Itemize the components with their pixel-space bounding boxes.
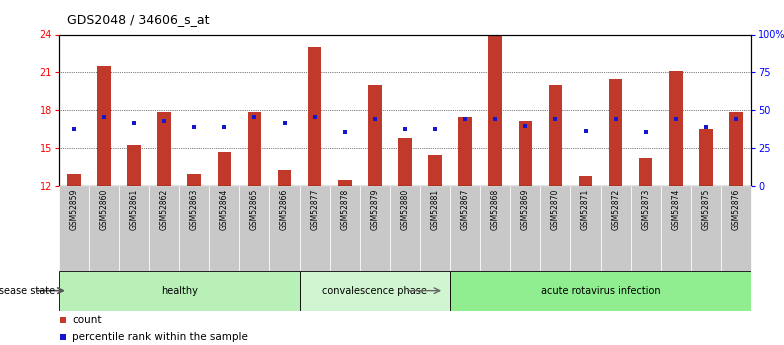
Text: healthy: healthy (161, 286, 198, 296)
Bar (729, 112, 742, 186)
Bar (368, 85, 382, 186)
Text: GSM52877: GSM52877 (310, 189, 319, 230)
Bar (299, 186, 330, 271)
Bar (639, 158, 652, 186)
Bar (661, 186, 691, 271)
Bar (488, 33, 502, 186)
Bar (579, 176, 592, 186)
Bar (248, 112, 261, 186)
Text: GSM52880: GSM52880 (401, 189, 409, 230)
Text: GSM52870: GSM52870 (551, 189, 560, 230)
Bar (97, 66, 111, 186)
Text: GSM52874: GSM52874 (671, 189, 681, 230)
Bar (721, 186, 751, 271)
Bar (669, 71, 683, 186)
Text: GSM52866: GSM52866 (280, 189, 289, 230)
Bar (450, 271, 751, 310)
Text: GSM52862: GSM52862 (160, 189, 169, 230)
Bar (540, 186, 571, 271)
Bar (360, 186, 390, 271)
Bar (67, 174, 81, 186)
Text: percentile rank within the sample: percentile rank within the sample (72, 333, 248, 342)
Bar (158, 112, 171, 186)
Bar (338, 180, 351, 186)
Bar (571, 186, 601, 271)
Bar (119, 186, 149, 271)
Text: GDS2048 / 34606_s_at: GDS2048 / 34606_s_at (67, 13, 209, 26)
Bar (270, 186, 299, 271)
Bar (428, 155, 442, 186)
Bar (187, 174, 201, 186)
Bar (480, 186, 510, 271)
Bar (609, 79, 622, 186)
Bar (149, 186, 180, 271)
Bar (398, 138, 412, 186)
Bar (59, 186, 89, 271)
Bar (699, 129, 713, 186)
Bar (278, 170, 292, 186)
Text: GSM52875: GSM52875 (702, 189, 710, 230)
Bar (180, 186, 209, 271)
Bar (239, 186, 270, 271)
Bar (218, 152, 231, 186)
Bar (549, 85, 562, 186)
Bar (209, 186, 239, 271)
Text: GSM52863: GSM52863 (190, 189, 199, 230)
Text: GSM52878: GSM52878 (340, 189, 349, 230)
Bar (450, 186, 480, 271)
Text: GSM52881: GSM52881 (430, 189, 440, 230)
Text: GSM52868: GSM52868 (491, 189, 499, 230)
Bar (420, 186, 450, 271)
Text: GSM52867: GSM52867 (461, 189, 470, 230)
Bar (510, 186, 540, 271)
Bar (299, 271, 450, 310)
Text: convalescence phase: convalescence phase (322, 286, 427, 296)
Text: disease state: disease state (0, 286, 55, 296)
Text: GSM52873: GSM52873 (641, 189, 650, 230)
Text: acute rotavirus infection: acute rotavirus infection (541, 286, 660, 296)
Text: GSM52864: GSM52864 (220, 189, 229, 230)
Bar (691, 186, 721, 271)
Text: GSM52861: GSM52861 (129, 189, 139, 230)
Bar (459, 117, 472, 186)
Bar (308, 47, 321, 186)
Bar (601, 186, 630, 271)
Text: GSM52872: GSM52872 (611, 189, 620, 230)
Text: count: count (72, 315, 102, 325)
Bar (630, 186, 661, 271)
Bar (518, 120, 532, 186)
Text: GSM52871: GSM52871 (581, 189, 590, 230)
Text: GSM52865: GSM52865 (250, 189, 259, 230)
Text: GSM52860: GSM52860 (100, 189, 108, 230)
Text: GSM52859: GSM52859 (69, 189, 78, 230)
Bar (89, 186, 119, 271)
Text: GSM52869: GSM52869 (521, 189, 530, 230)
Bar (59, 271, 299, 310)
Bar (390, 186, 420, 271)
Bar (330, 186, 360, 271)
Bar (127, 145, 141, 186)
Text: GSM52879: GSM52879 (370, 189, 379, 230)
Text: GSM52876: GSM52876 (731, 189, 741, 230)
